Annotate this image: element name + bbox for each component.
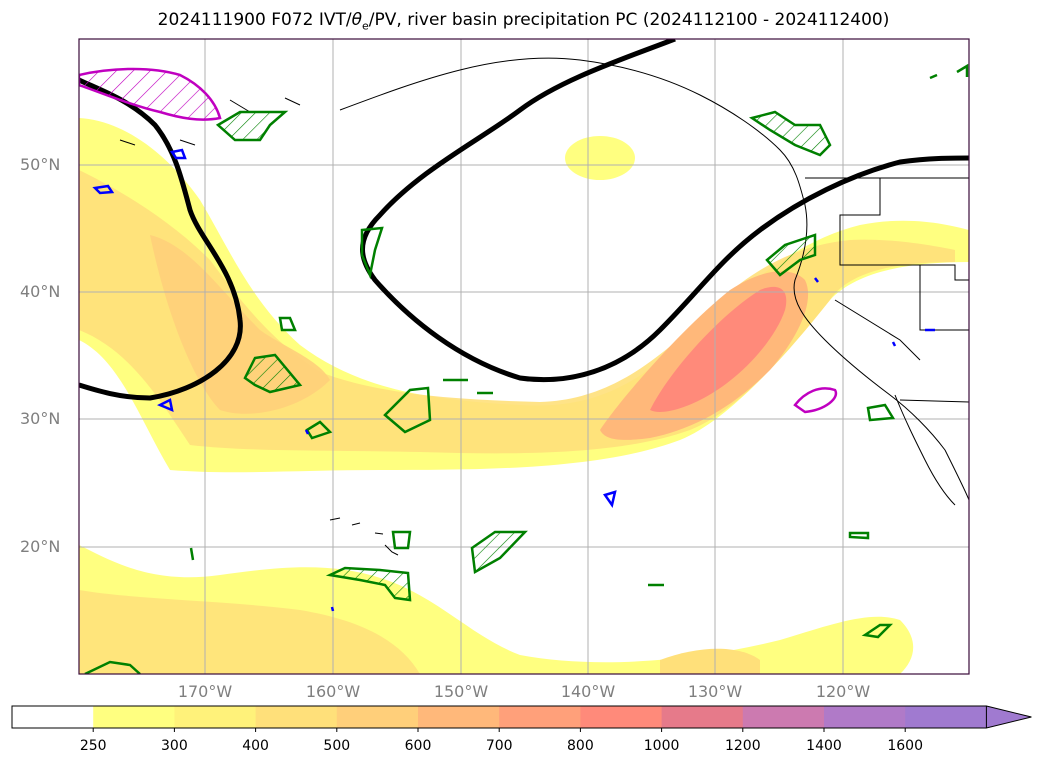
blue-contour-f bbox=[814, 277, 819, 283]
precip-magenta-contours bbox=[79, 67, 838, 414]
blue-contour-b bbox=[169, 148, 187, 160]
colorbar-tick-label: 1000 bbox=[643, 738, 680, 754]
theta-contour-t bbox=[929, 63, 969, 80]
lat-label-40n: 40°N bbox=[20, 282, 61, 301]
blue-contour-a bbox=[92, 184, 115, 195]
blue-contour-i bbox=[330, 606, 335, 612]
theta-contour-e bbox=[243, 353, 303, 394]
theta-contour-n bbox=[84, 660, 141, 674]
theta-contour-f bbox=[383, 386, 432, 434]
theta-contour-m bbox=[861, 623, 894, 639]
theta-contour-h bbox=[278, 316, 297, 332]
lat-label-20n: 20°N bbox=[20, 537, 61, 556]
title-theta-subscript: e bbox=[362, 19, 369, 33]
colorbar-extend-arrow bbox=[985, 705, 1032, 729]
alaska-coast bbox=[339, 57, 969, 501]
lon-label-120w: 120°W bbox=[815, 682, 871, 701]
theta-contour-d bbox=[765, 233, 817, 277]
lon-label-130w: 130°W bbox=[687, 682, 743, 701]
baja-coast bbox=[894, 394, 956, 506]
theta-contour-c bbox=[360, 226, 384, 280]
blue-contour-d bbox=[602, 490, 617, 509]
colorbar-tick-label: 400 bbox=[242, 738, 269, 754]
colorbar-segment bbox=[93, 706, 175, 728]
theta-contour-o bbox=[848, 531, 870, 540]
colorbar-tick-label: 700 bbox=[485, 738, 513, 754]
lon-label-150w: 150°W bbox=[433, 682, 489, 701]
lat-label-50n: 50°N bbox=[20, 155, 61, 174]
ivt-small-blob bbox=[565, 136, 635, 180]
colorbar-tick-label: 1600 bbox=[887, 738, 923, 754]
ivt-core bbox=[650, 286, 787, 412]
colorbar-tick-label: 1400 bbox=[806, 738, 842, 754]
theta-contour-s bbox=[189, 547, 195, 561]
coastlines bbox=[119, 57, 969, 556]
colorbar-segment bbox=[580, 706, 663, 728]
colorbar-segment bbox=[824, 706, 906, 728]
theta-contour-j bbox=[470, 530, 528, 574]
colorbar-segment bbox=[174, 706, 257, 728]
theta-contour-k bbox=[325, 566, 412, 602]
colorbar-tick-label: 250 bbox=[79, 738, 107, 754]
plot-frame bbox=[78, 38, 970, 675]
colorbar-segment bbox=[905, 706, 987, 728]
theta-contours bbox=[84, 63, 969, 674]
us-border bbox=[805, 177, 969, 403]
lon-label-170w: 170°W bbox=[177, 682, 233, 701]
colorbar-segment bbox=[418, 706, 500, 728]
bering-islands bbox=[119, 97, 301, 146]
ivt-south-band-mid bbox=[79, 590, 420, 674]
precip-blue-contours bbox=[92, 148, 935, 612]
lon-label-140w: 140°W bbox=[560, 682, 616, 701]
theta-contour-a bbox=[215, 110, 289, 142]
blue-contour-c bbox=[156, 398, 174, 413]
colorbar-segment bbox=[742, 706, 825, 728]
title-theta: θ bbox=[351, 10, 362, 30]
colorbar-tick-label: 500 bbox=[323, 738, 351, 754]
lat-label-30n: 30°N bbox=[20, 409, 61, 428]
colorbar-segment bbox=[255, 706, 338, 728]
colorbar-segment bbox=[12, 706, 94, 728]
theta-contour-g bbox=[305, 420, 333, 440]
theta-contour-b bbox=[748, 110, 832, 157]
blue-contour-h bbox=[304, 429, 310, 435]
colorbar-tick-label: 300 bbox=[161, 738, 188, 754]
pv-contour bbox=[79, 39, 969, 401]
colorbar-tick-label: 600 bbox=[404, 738, 432, 754]
magenta-contour-north bbox=[79, 67, 222, 121]
theta-contour-l bbox=[391, 530, 412, 550]
colorbar-segment bbox=[336, 706, 419, 728]
hawaii bbox=[329, 517, 399, 556]
colorbar-segment bbox=[499, 706, 581, 728]
magenta-contour-south bbox=[793, 387, 838, 414]
ivt-south-east-blob bbox=[660, 648, 760, 674]
theta-contour-i bbox=[866, 403, 896, 422]
map-title: 2024111900 F072 IVT/θe/PV, river basin p… bbox=[157, 10, 890, 33]
blue-contour-g bbox=[891, 341, 897, 347]
lon-label-160w: 160°W bbox=[305, 682, 361, 701]
gridlines bbox=[79, 39, 969, 674]
colorbar-tick-label: 1200 bbox=[724, 738, 761, 754]
colorbar bbox=[11, 705, 1032, 732]
colorbar-segment bbox=[661, 706, 744, 728]
colorbar-tick-label: 800 bbox=[567, 738, 594, 754]
